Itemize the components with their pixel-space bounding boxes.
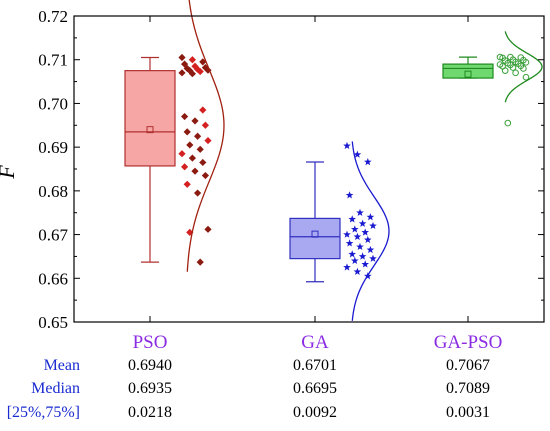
data-point bbox=[364, 235, 372, 244]
data-point bbox=[194, 189, 202, 197]
data-point bbox=[345, 239, 354, 247]
data-point bbox=[351, 225, 359, 233]
data-point bbox=[369, 254, 377, 262]
data-point bbox=[361, 228, 369, 236]
stats-value: 0.0092 bbox=[293, 404, 337, 421]
data-point bbox=[183, 180, 191, 188]
stats-value: 0.6695 bbox=[293, 380, 337, 397]
data-point bbox=[178, 69, 186, 77]
y-tick-label: 0.71 bbox=[38, 51, 68, 70]
data-point bbox=[361, 260, 369, 268]
distribution-curve bbox=[186, 0, 225, 272]
data-point bbox=[343, 141, 351, 150]
data-point bbox=[522, 73, 530, 81]
y-axis-label: F bbox=[0, 165, 19, 180]
data-point bbox=[345, 191, 354, 199]
data-point bbox=[356, 208, 364, 216]
data-point bbox=[186, 141, 194, 149]
data-point bbox=[356, 242, 364, 251]
data-point bbox=[366, 213, 375, 221]
data-point bbox=[520, 65, 527, 72]
category-label: GA-PSO bbox=[434, 332, 503, 353]
data-point bbox=[522, 59, 530, 66]
data-point bbox=[369, 221, 377, 230]
stats-row-label: Median bbox=[31, 380, 80, 397]
data-point bbox=[504, 119, 512, 127]
data-point bbox=[351, 256, 359, 265]
data-point bbox=[201, 171, 209, 180]
data-point bbox=[191, 167, 199, 175]
distribution-curve bbox=[504, 31, 543, 103]
data-point bbox=[512, 69, 519, 77]
mean-marker bbox=[464, 70, 472, 78]
category-label: GA bbox=[301, 332, 329, 353]
data-point bbox=[509, 64, 517, 71]
mean-marker bbox=[146, 126, 154, 134]
box-ga bbox=[289, 217, 341, 260]
stats-value: 0.6701 bbox=[293, 357, 337, 374]
y-tick-label: 0.72 bbox=[38, 7, 68, 26]
data-point bbox=[201, 121, 209, 129]
data-point bbox=[199, 106, 207, 114]
data-point bbox=[183, 128, 191, 136]
data-point bbox=[501, 67, 509, 74]
box-pso bbox=[124, 70, 176, 167]
stats-value: 0.7089 bbox=[446, 380, 490, 397]
y-tick-label: 0.67 bbox=[38, 226, 68, 245]
y-tick-label: 0.69 bbox=[38, 138, 68, 157]
data-point bbox=[353, 150, 362, 158]
data-point bbox=[343, 230, 351, 238]
data-point bbox=[196, 145, 204, 153]
stats-value: 0.6935 bbox=[128, 380, 172, 397]
data-point bbox=[181, 112, 189, 121]
data-point bbox=[204, 136, 212, 145]
stats-row-label: Mean bbox=[44, 357, 80, 374]
y-tick-label: 0.66 bbox=[38, 269, 68, 288]
stats-row-label: [25%,75%] bbox=[7, 404, 80, 421]
mean-marker bbox=[311, 230, 319, 238]
data-point bbox=[343, 263, 351, 271]
data-point bbox=[178, 53, 186, 62]
plot-frame bbox=[73, 15, 545, 323]
stats-value: 0.0031 bbox=[446, 404, 490, 421]
stats-value: 0.0218 bbox=[128, 404, 172, 421]
category-label: PSO bbox=[133, 332, 168, 353]
data-point bbox=[188, 56, 196, 64]
data-point bbox=[199, 58, 207, 66]
data-point bbox=[201, 63, 209, 72]
y-tick-label: 0.70 bbox=[38, 94, 68, 113]
distribution-curve bbox=[351, 141, 390, 321]
data-point bbox=[358, 252, 367, 260]
data-point bbox=[353, 232, 362, 240]
data-point bbox=[178, 150, 186, 158]
stats-value: 0.6940 bbox=[128, 357, 172, 374]
data-point bbox=[194, 132, 202, 140]
data-point bbox=[348, 250, 356, 258]
data-point bbox=[353, 267, 362, 275]
data-point bbox=[181, 163, 189, 171]
data-point bbox=[199, 158, 207, 167]
data-point bbox=[366, 245, 375, 254]
stats-table: Mean Median [25%,75%] 0.6940 0.6935 0.0218 0.6… bbox=[7, 357, 490, 421]
y-tick-label: 0.65 bbox=[38, 313, 68, 332]
data-point bbox=[188, 154, 196, 162]
data-point bbox=[348, 215, 356, 223]
y-tick-label: 0.68 bbox=[38, 182, 68, 201]
data-point bbox=[188, 70, 196, 78]
data-point bbox=[364, 158, 372, 166]
data-point bbox=[196, 67, 204, 76]
data-point bbox=[204, 225, 212, 233]
stats-value: 0.7067 bbox=[446, 357, 490, 374]
data-point bbox=[358, 219, 367, 227]
data-point bbox=[191, 117, 199, 125]
data-point bbox=[196, 258, 204, 266]
